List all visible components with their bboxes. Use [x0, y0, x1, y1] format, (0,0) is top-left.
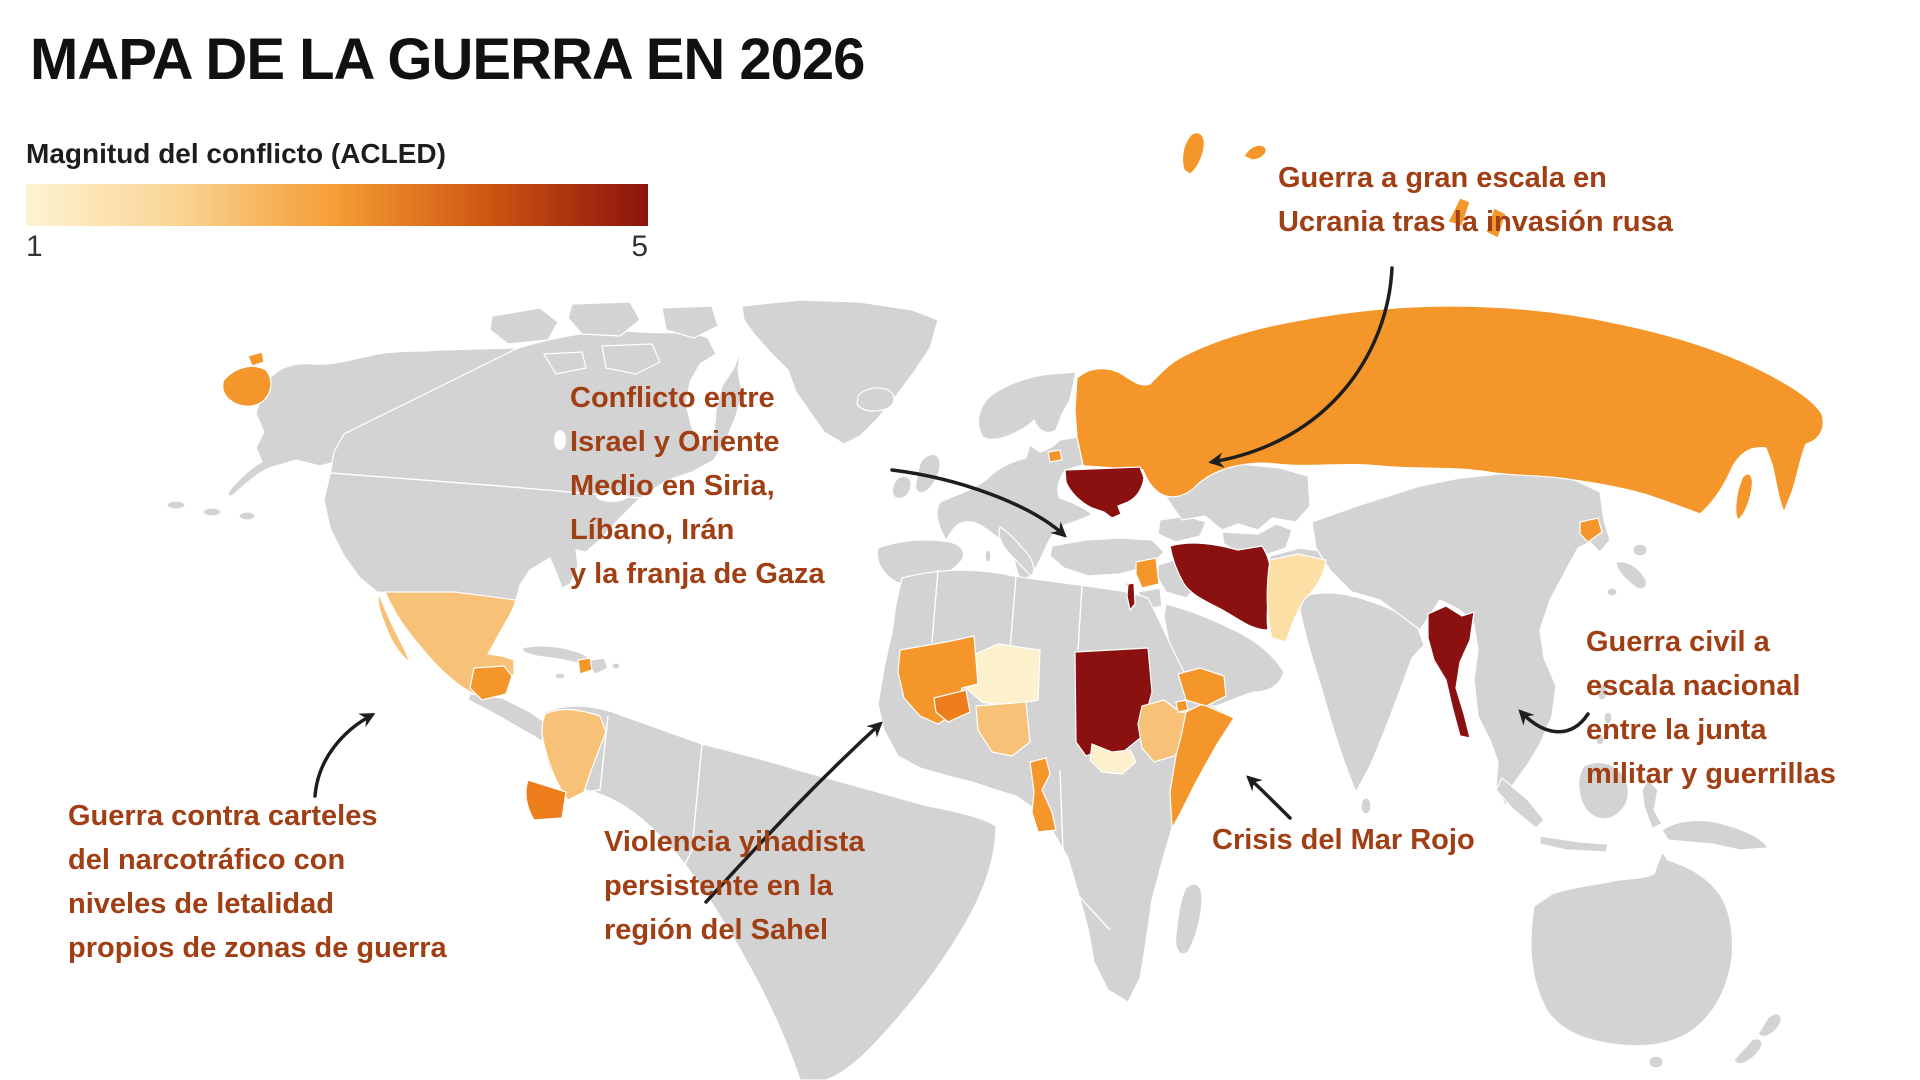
country-russia: [1074, 305, 1824, 515]
annotation-red-sea: Crisis del Mar Rojo: [1212, 824, 1475, 856]
landmass-tasmania: [1648, 1055, 1664, 1069]
annotation-narco: Guerra contra carteles del narcotráfico …: [68, 800, 447, 964]
landmass-australia: [1530, 850, 1734, 1047]
country-russia-chukotka: [222, 365, 272, 407]
arrow-sahel-annotation: [704, 721, 883, 904]
annotation-arrows-group: [313, 266, 1590, 904]
landmass-arctic-island-2: [567, 301, 641, 337]
landmass-sumatra: [1495, 777, 1545, 829]
border-usa-canada: [330, 472, 641, 499]
landmass-arctic-island-4: [661, 305, 719, 339]
country-pakistan: [1266, 553, 1327, 643]
landmass-borneo: [1578, 761, 1629, 820]
country-russia-arctic-2: [1243, 144, 1267, 161]
legend-min-label: 1: [26, 230, 43, 263]
country-colombia: [541, 708, 607, 801]
country-russia-kaliningrad: [1047, 449, 1063, 463]
country-sudan: [1074, 647, 1153, 761]
landmass-greenland: [741, 299, 939, 445]
border-south-america-1: [583, 715, 609, 793]
landmass-japan-hokkaido: [1632, 543, 1648, 557]
landmass-new-guinea: [1661, 819, 1769, 851]
landmass-sardinia: [984, 549, 992, 563]
landmass-java: [1539, 835, 1609, 853]
border-africa-2: [1009, 575, 1017, 651]
landmass-central-asia: [1221, 523, 1293, 557]
landmass-aleutians-1: [166, 500, 186, 510]
country-ecuador: [525, 779, 567, 821]
arrow-middle-east-annotation: [890, 468, 1067, 538]
country-djibouti: [1175, 699, 1189, 713]
landmass-arctic-island-3: [601, 343, 661, 375]
landmass-philippines-2: [1603, 711, 1613, 725]
landmass-south-america: [541, 705, 997, 1080]
border-africa-4: [1059, 769, 1111, 931]
landmass-europe-mainland: [936, 436, 1094, 580]
country-mexico-baja: [377, 592, 412, 664]
landmass-india: [1297, 592, 1425, 794]
annotation-myanmar: Guerra civil a escala nacional entre la …: [1586, 626, 1836, 790]
page-title: MAPA DE LA GUERRA EN 2026: [30, 27, 865, 92]
country-lebanon-israel: [1126, 582, 1136, 612]
country-myanmar: [1427, 605, 1475, 739]
country-russia-sakhalin: [1735, 473, 1753, 521]
landmass-scandinavia: [977, 371, 1077, 440]
landmass-sri-lanka: [1360, 797, 1372, 815]
landmass-arctic-island-1: [489, 307, 559, 345]
country-burkina-faso: [933, 689, 971, 723]
legend: Magnitud del conflicto (ACLED) 1 5: [26, 138, 648, 264]
country-russia-arctic-4: [1485, 207, 1507, 239]
landmass-jamaica: [554, 672, 566, 680]
great-lakes: [596, 490, 628, 502]
arrow-red-sea-annotation: [1246, 775, 1292, 820]
landmass-ireland: [891, 475, 912, 499]
border-south-america-2: [665, 743, 703, 903]
country-haiti: [577, 657, 593, 675]
country-nigeria: [975, 701, 1031, 757]
landmass-new-zealand-north: [1757, 1013, 1782, 1037]
landmass-arctic-island-5: [542, 351, 587, 375]
landmass-sulawesi: [1641, 779, 1663, 829]
legend-max-label: 5: [631, 230, 648, 263]
landmass-puerto-rico: [611, 662, 621, 670]
landmass-new-zealand-south: [1733, 1038, 1763, 1065]
annotation-sahel: Violencia yihadista persistente en la re…: [604, 826, 865, 946]
landmass-philippines-1: [1596, 683, 1608, 701]
border-africa-3: [1077, 585, 1083, 651]
country-russia-arctic-3: [1447, 197, 1471, 227]
country-syria: [1135, 557, 1160, 589]
landmass-madagascar: [1175, 883, 1203, 955]
country-iran: [1169, 542, 1272, 631]
arrow-ukraine-annotation: [1208, 266, 1394, 468]
country-south-sudan: [1089, 743, 1137, 775]
landmass-philippines-3: [1595, 734, 1605, 746]
landmass-iceland: [856, 387, 895, 412]
legend-gradient-bar: [26, 184, 648, 226]
landmass-italy: [998, 526, 1035, 577]
legend-ticks: 1 5: [26, 230, 648, 264]
conflict-countries-group: [222, 132, 1824, 833]
landmass-japan-kyushu: [1606, 587, 1618, 597]
country-ukraine: [1064, 466, 1145, 519]
country-north-korea: [1579, 517, 1603, 543]
country-guatemala: [469, 665, 513, 701]
country-cameroon: [1029, 757, 1057, 833]
legend-label: Magnitud del conflicto (ACLED): [26, 138, 446, 169]
landmass-aleutians-2: [202, 507, 222, 517]
arrow-narco-annotation: [313, 713, 376, 798]
country-somalia: [1169, 703, 1235, 831]
landmass-japan-honshu: [1615, 561, 1647, 590]
annotation-middle-east: Conflicto entre Israel y Oriente Medio e…: [570, 382, 825, 590]
country-russia-arctic-1: [1181, 132, 1205, 175]
arrow-myanmar-annotation: [1518, 709, 1590, 734]
annotation-ukraine: Guerra a gran escala en Ucrania tras la …: [1278, 162, 1673, 238]
border-africa-1: [931, 569, 939, 643]
lake-winnipeg: [554, 430, 566, 450]
landmass-aleutians-3: [238, 511, 256, 521]
country-russia-chukotka-2: [247, 351, 265, 367]
